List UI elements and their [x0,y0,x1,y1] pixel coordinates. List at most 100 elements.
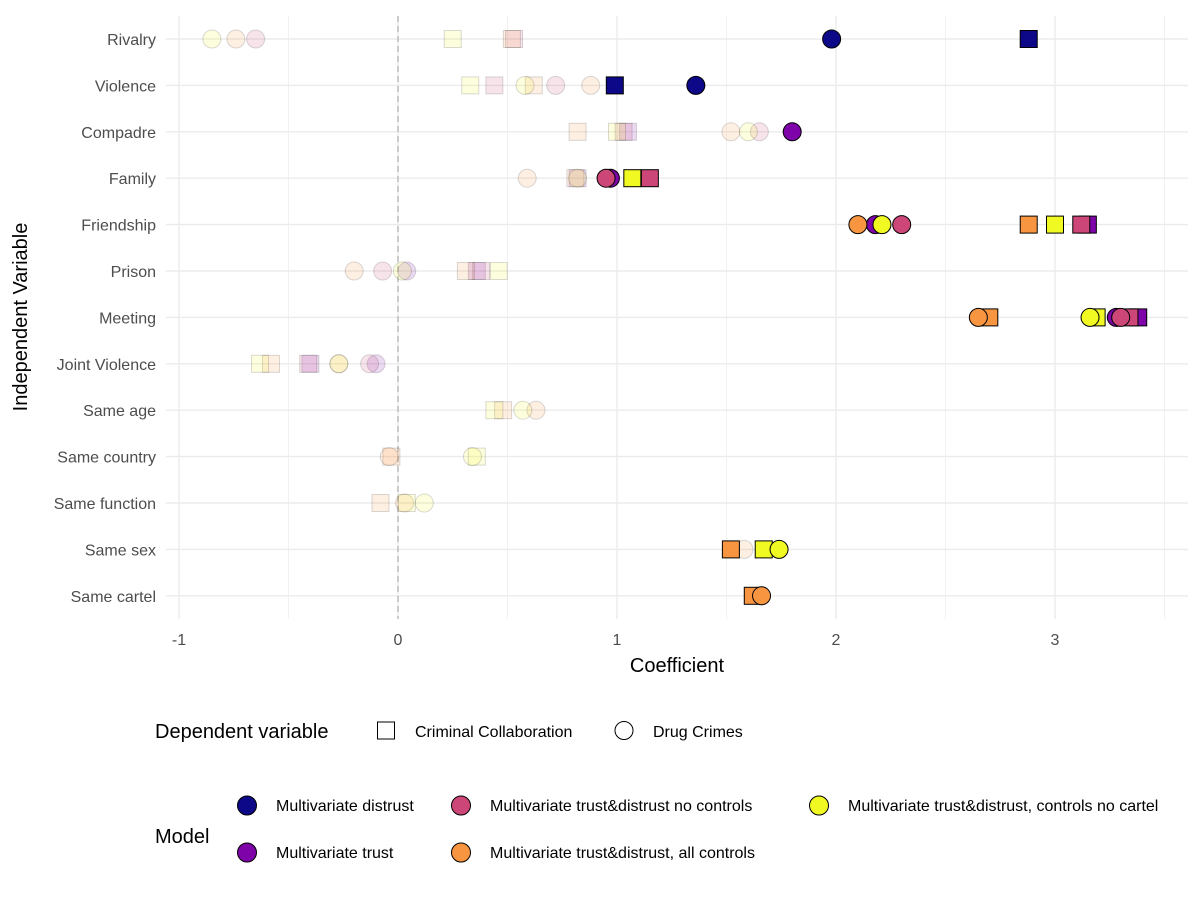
data-point-tda-cc [721,540,740,559]
data-point-tdn-dc [373,261,393,281]
data-point-mt-cc [467,262,486,280]
data-point-tda-dc [968,307,988,327]
y-tick-label: Family [109,171,156,188]
y-tick-label: Same function [54,496,156,513]
data-point-tda-cc [1019,215,1038,234]
legend-key-mt [237,842,257,863]
data-point-tda-dc [226,29,246,49]
data-point-tdn-dc [360,354,380,374]
data-point-tdc-dc [513,400,533,420]
data-point-tdn-cc [299,354,318,373]
data-point-tdn-dc [749,122,769,142]
data-point-tdc-dc [202,29,222,49]
legend-model-label: Multivariate trust [276,845,394,862]
data-point-tdc-cc [608,122,626,141]
data-point-tdc-dc [515,75,535,95]
data-point-mt-dc [397,261,417,281]
legend-dependent-variable: Dependent variable Criminal Collaboratio… [155,721,743,743]
legend-shape-title: Dependent variable [155,721,328,743]
y-tick-label: Friendship [81,218,156,235]
y-tick-label: Meeting [99,310,156,327]
data-point-tdc-dc [769,539,789,559]
x-tick-label: 1 [613,632,622,649]
data-point-tdc-dc [568,168,588,188]
legend-shape-label: Drug Crimes [653,724,743,741]
data-point-tdc-dc [392,261,412,281]
y-tick-label: Same age [83,403,156,420]
data-point-tda-dc [379,447,399,467]
data-point-tda-cc [261,354,280,373]
legend-model-label: Multivariate trust&distrust, all control… [490,845,755,862]
data-point-tdc-cc [623,169,642,188]
y-axis-title: Independent Variable [10,223,32,412]
data-point-tdn-cc [485,76,504,95]
legend-key-square [377,721,395,740]
legend-key-md [237,795,257,816]
data-point-tdc-cc [443,30,462,48]
data-point-tdn-cc [505,30,524,48]
y-tick-label: Same country [57,450,156,467]
data-point-tda-dc [395,493,415,513]
data-point-tdc-cc [1046,215,1064,234]
data-point-md-cc [605,76,624,95]
data-point-tdn-cc [472,262,491,280]
data-point-tda-cc [568,122,587,141]
data-point-mt-cc [618,122,637,141]
data-point-md-dc [822,29,842,49]
legend-key-tdn [451,795,471,816]
data-point-tda-cc [566,169,585,188]
y-tick-label: Compadre [81,125,156,142]
data-point-tda-cc [456,262,475,280]
data-point-tdc-dc [462,447,482,467]
data-point-tda-dc [329,354,349,374]
data-point-tdc-dc [738,122,758,142]
data-point-tdc-dc [1080,307,1100,327]
legend-model-title: Model [155,826,209,848]
data-point-tda-cc [524,76,543,95]
data-point-tdc-cc [485,401,504,420]
data-point-tdc-cc [467,447,486,466]
x-axis-title: Coefficient [630,655,725,677]
x-tick-label: -1 [172,632,186,649]
legend-model-label: Multivariate trust&distrust, controls no… [848,798,1158,815]
data-point-tda-cc [382,447,401,466]
data-point-tdn-dc [546,75,566,95]
data-point-tdn-dc [246,29,266,49]
legend-model-label: Multivariate trust&distrust no controls [490,798,752,815]
y-tick-label: Prison [111,264,156,281]
data-point-mt-cc [568,169,587,188]
y-tick-label: Violence [95,78,156,95]
axis-layer: Rivalry Violence Compadre Family Friendship P… [54,32,1060,649]
legend-model-label: Multivariate distrust [276,798,414,815]
y-tick-label: Same sex [85,542,156,559]
data-point-tda-dc [721,122,741,142]
marks-layer [202,29,1148,606]
data-point-tda-dc [526,400,546,420]
data-point-tdc-cc [251,354,270,373]
data-point-tdc-cc [461,76,480,95]
legend-key-circle [614,721,634,740]
data-point-tda-cc [502,30,521,48]
legend-key-tdc [809,795,829,816]
y-tick-label: Joint Violence [57,357,156,374]
data-point-tda-dc [848,215,868,235]
data-point-mt-dc [366,354,386,374]
data-point-tdn-dc [596,168,616,188]
data-point-tdc-dc [414,493,434,513]
data-point-tdn-dc [892,215,912,235]
y-tick-label: Same cartel [71,589,156,606]
legend-model: Model Multivariate distrust Multivariate … [155,795,1158,863]
legend-shape-label: Criminal Collaboration [415,724,572,741]
data-point-md-cc [1019,30,1038,48]
x-tick-label: 2 [832,632,841,649]
data-point-tdn-dc [1111,307,1131,327]
grid-layer [166,16,1188,619]
data-point-md-dc [686,75,706,95]
data-point-tdn-cc [614,122,633,141]
data-point-mt-cc [301,354,320,373]
data-point-tdc-cc [397,494,416,512]
data-point-tda-cc [494,401,513,420]
data-point-tda-dc [344,261,364,281]
